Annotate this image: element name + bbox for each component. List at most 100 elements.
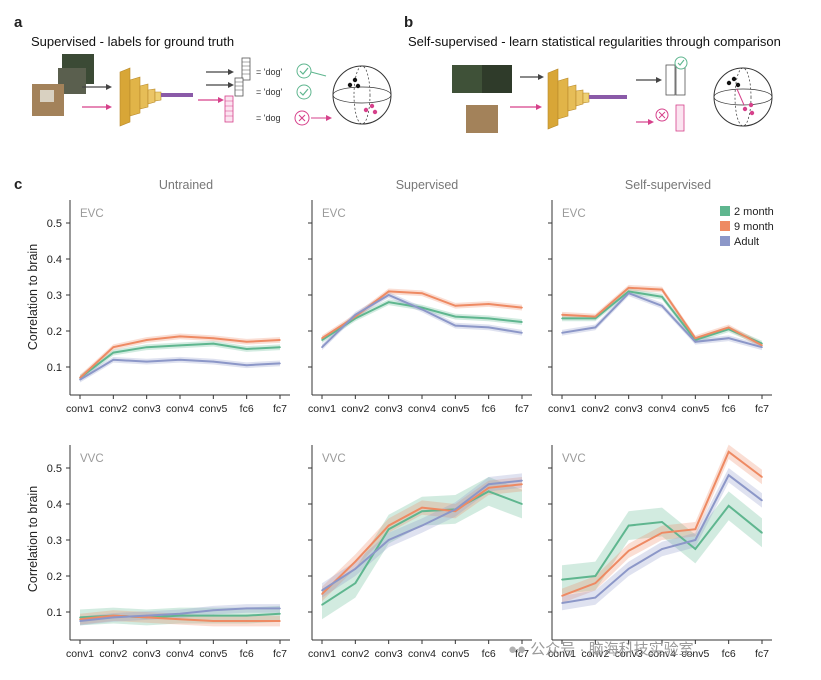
data-point [521,321,523,323]
y-tick-label: 0.1 [47,607,62,619]
series-band [322,292,522,351]
x-tick-label: fc6 [482,648,496,660]
x-tick-label: conv4 [408,648,436,660]
data-point [79,618,81,620]
data-point [145,616,148,619]
data-point [179,614,181,617]
data-point [661,296,663,298]
data-point [661,532,663,534]
x-tick-label: fc6 [240,403,254,415]
x-tick-label: conv4 [408,403,436,415]
y-tick-label: 0.1 [47,362,62,374]
data-point [487,303,490,305]
embedding-sphere-icon [713,67,773,127]
series-band [322,477,522,602]
data-point [279,613,281,615]
data-point [694,528,697,530]
data-point [212,360,215,363]
x-tick-label: fc7 [515,403,529,415]
x-tick-label: fc6 [482,403,496,415]
data-point [212,609,215,611]
data-point [627,292,630,295]
data-point [179,618,181,620]
x-tick-label: conv1 [548,648,576,660]
data-point [112,351,115,354]
data-point [727,328,730,331]
column-header-supervised: Supervised [395,178,459,192]
y-tick-label: 0.4 [47,254,62,266]
data-point [661,305,663,307]
legend-swatch [720,236,730,246]
data-point [321,337,323,340]
data-point [387,290,390,293]
series-band [322,288,522,342]
data-point [661,288,663,291]
y-tick-label: 0.3 [47,535,62,547]
x-tick-label: conv2 [99,403,127,415]
data-point [387,539,390,541]
data-point [454,508,457,511]
panel-a-title: Supervised - labels for ground truth [31,34,235,49]
series-band [562,468,762,611]
check-icon [674,56,688,70]
x-tick-label: fc6 [722,403,736,415]
x-tick-label: conv5 [681,403,709,415]
x-tick-label: fc7 [273,648,287,660]
data-point [212,337,215,340]
data-point [727,337,730,340]
data-point [421,524,423,527]
x-tick-label: conv5 [441,648,469,660]
label-dog-3: = 'dog [256,113,281,123]
data-point [627,550,630,552]
data-point [521,479,523,482]
data-point [561,332,563,334]
data-point [454,305,457,307]
x-tick-label: conv5 [199,403,227,415]
data-point [279,346,281,349]
x-tick-label: conv2 [99,648,127,660]
y-tick-label: 0.2 [47,326,62,338]
label-dog-1: = 'dog' [256,67,282,77]
panel-b-letter: b [404,14,414,31]
data-point [594,317,597,320]
x-tick-label: conv1 [66,648,94,660]
data-point [179,335,181,338]
data-point [145,614,148,617]
data-point [761,344,763,347]
data-point [245,341,248,343]
check-icon [296,63,312,79]
data-point [761,476,763,478]
panel-label: EVC [322,208,346,220]
column-header-self-supervised: Self-supervised [624,178,712,192]
y-tick-label: 0.2 [47,571,62,583]
data-point [487,483,490,486]
x-tick-label: conv4 [648,403,676,415]
data-point [521,483,523,486]
series-band [562,444,762,603]
data-point [354,314,357,316]
data-point [561,595,563,597]
data-point [594,575,597,577]
data-point [594,582,597,584]
data-point [761,346,763,349]
data-point [179,359,181,361]
legend-swatch [720,206,730,216]
data-point [487,487,490,489]
data-point [561,578,563,581]
data-point [212,614,215,617]
data-point [694,337,697,340]
data-point [245,607,248,610]
data-point [279,607,281,610]
data-point [561,317,563,320]
data-point [487,490,490,493]
data-point [694,548,697,550]
y-tick-label: 0.5 [47,463,62,475]
series-line [321,290,523,340]
data-point [112,616,115,619]
watermark: ●● 公众号 · 脑海科技实验室 [508,638,694,659]
data-point [387,294,390,296]
panel-label: VVC [322,453,346,465]
data-point [145,339,148,341]
data-point [727,451,730,453]
